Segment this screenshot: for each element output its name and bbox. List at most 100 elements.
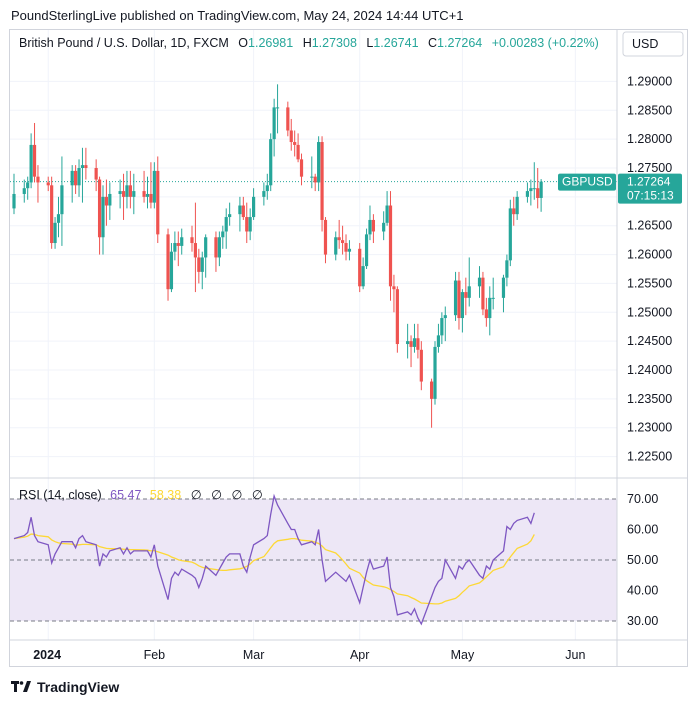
candle-body <box>481 277 485 310</box>
candle-body <box>395 289 399 345</box>
candle <box>340 225 345 255</box>
candle <box>416 323 420 359</box>
candle <box>214 231 218 272</box>
candle <box>395 286 399 353</box>
currency-button[interactable] <box>622 31 684 57</box>
price-tick-label: 1.23500 <box>627 392 672 406</box>
candle <box>132 173 136 215</box>
candle-body <box>53 222 57 244</box>
candle <box>299 153 304 186</box>
candle <box>224 208 228 249</box>
rsi-guide-lines <box>10 498 617 622</box>
candle <box>252 188 256 220</box>
candle-body <box>440 318 444 336</box>
candle <box>406 323 410 359</box>
candle <box>101 185 105 255</box>
candle <box>241 196 245 220</box>
candle <box>142 170 146 203</box>
candle <box>457 271 461 330</box>
candle <box>275 84 280 134</box>
candle <box>358 243 362 293</box>
candle-body <box>32 144 37 177</box>
candle <box>539 179 543 212</box>
legend-low: 1.26741 <box>373 36 418 50</box>
candle <box>269 133 273 192</box>
candle <box>488 286 492 336</box>
candle-body <box>433 346 437 399</box>
candle <box>29 133 33 189</box>
candle <box>193 202 198 293</box>
candle-body <box>46 182 50 186</box>
time-tick-label: Jun <box>565 648 585 662</box>
legend-h-label: H <box>303 36 312 50</box>
price-tick-label: 1.26000 <box>627 248 672 262</box>
candle-body <box>156 170 160 235</box>
candle <box>173 231 177 261</box>
candle <box>385 191 389 226</box>
candle <box>512 196 516 226</box>
candle-body <box>539 181 543 198</box>
candle <box>429 378 434 428</box>
candle-body <box>347 248 352 252</box>
candle <box>320 136 324 232</box>
candle-body <box>12 193 16 209</box>
rsi-ma-line <box>13 533 535 605</box>
candle-body <box>525 191 530 197</box>
candle-body <box>217 237 221 258</box>
svg-text:British Pound / U.S. Dollar, 1: British Pound / U.S. Dollar, 1D, FXCM O1… <box>19 36 599 50</box>
candle-body <box>169 251 174 290</box>
candle-body <box>320 142 324 220</box>
candle-body <box>453 280 458 316</box>
tradingview-logo-icon <box>11 681 31 692</box>
candle <box>532 162 536 200</box>
price-tag: GBPUSD 1.27264 07:15:13 <box>558 173 682 204</box>
candle-body <box>429 381 434 399</box>
candle-body <box>197 257 201 272</box>
price-tick-label: 1.22500 <box>627 450 672 464</box>
price-tick-label: 1.28500 <box>627 103 672 117</box>
candle-body <box>241 205 245 218</box>
candle <box>460 289 464 333</box>
candle-body <box>149 193 153 203</box>
attribution-text: PoundSterlingLive published on TradingVi… <box>11 8 464 23</box>
candle <box>481 271 485 316</box>
candle <box>467 257 471 307</box>
candle-body <box>368 219 372 235</box>
rsi-legend-label: RSI (14, close) <box>19 488 102 502</box>
price-tick-label: 1.23000 <box>627 421 672 435</box>
time-axis: 2024 Feb Mar Apr May Jun <box>33 648 585 662</box>
candle-body <box>128 185 132 197</box>
price-tick-label: 1.25500 <box>627 276 672 290</box>
footer-brand[interactable]: TradingView <box>37 679 120 695</box>
candle-body <box>299 159 304 177</box>
rsi-legend-value: 65.47 <box>110 488 141 502</box>
candle <box>529 179 533 206</box>
legend-symbol: British Pound / U.S. Dollar, 1D, FXCM <box>19 36 229 50</box>
symbol-tag-box <box>558 173 616 191</box>
candle <box>368 205 372 241</box>
candle-body <box>501 277 506 298</box>
candle-body <box>180 237 184 246</box>
candle <box>464 277 468 316</box>
candle <box>156 156 160 244</box>
candle-body <box>406 341 410 345</box>
rsi-axis: 70.00 60.00 50.00 40.00 30.00 <box>627 492 658 628</box>
candle-body <box>214 237 218 258</box>
candle <box>221 225 225 249</box>
candle-body <box>272 107 276 140</box>
candle <box>56 196 61 238</box>
candle-body <box>364 234 369 267</box>
candle-body <box>340 240 345 244</box>
rsi-legend-extra-2: ∅ <box>211 488 222 502</box>
candle-body <box>166 234 170 290</box>
symbol-tag: GBPUSD <box>562 175 613 189</box>
candle-body <box>337 237 341 241</box>
candle <box>412 323 417 353</box>
candle-body <box>484 309 488 319</box>
legend-c-label: C <box>428 36 437 50</box>
candle-body <box>416 338 420 350</box>
candle-body <box>176 243 180 246</box>
candle <box>94 159 98 192</box>
price-tag-value: 1.27264 <box>627 175 671 189</box>
